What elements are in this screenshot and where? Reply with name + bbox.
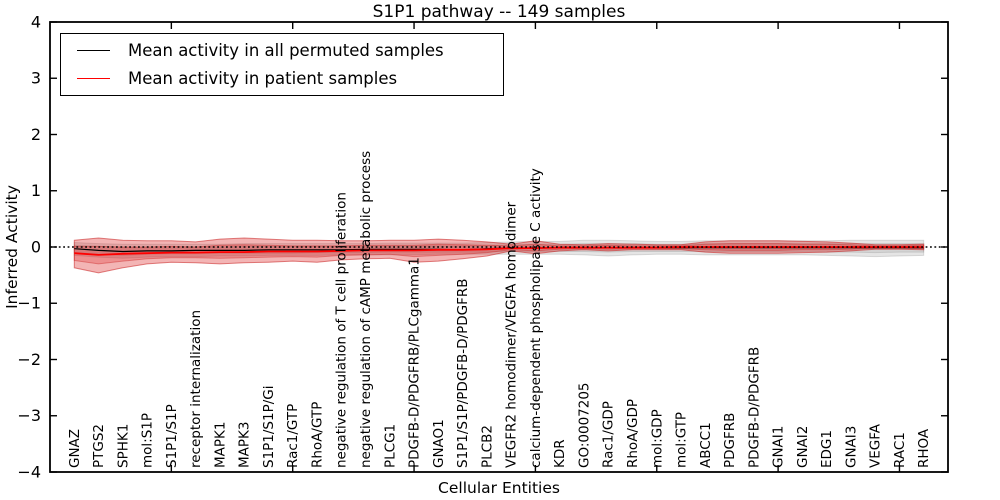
y-tick-label: −2 (17, 350, 41, 369)
category-label: GO:0007205 (576, 382, 592, 468)
category-label: calcium-dependent phospholipase C activi… (528, 168, 544, 468)
category-label: mol:GTP (673, 412, 689, 468)
category-label: Rac1/GTP (285, 404, 301, 468)
category-label: negative regulation of cAMP metabolic pr… (358, 151, 374, 468)
chart-title: S1P1 pathway -- 149 samples (372, 2, 626, 22)
category-label: negative regulation of T cell proliferat… (334, 192, 350, 468)
legend: Mean activity in all permuted samples Me… (60, 33, 504, 96)
category-label: mol:GDP (649, 409, 665, 468)
category-label: RhoA/GTP (309, 402, 325, 468)
legend-item-patient: Mean activity in patient samples (61, 65, 503, 91)
y-tick-label: −3 (17, 406, 41, 425)
category-label: S1P1/S1P (164, 404, 180, 468)
category-label: receptor internalization (188, 310, 204, 468)
category-label: PDGFB-D/PDGFRB (746, 347, 762, 468)
category-label: Rac1/GDP (601, 401, 617, 468)
category-label: MAPK1 (212, 422, 228, 468)
category-label: RHOA (916, 428, 932, 468)
category-label: PTGS2 (91, 424, 107, 468)
legend-label-permuted: Mean activity in all permuted samples (128, 41, 444, 61)
category-label: S1P1/S1P/PDGFB-D/PDGFRB (455, 278, 471, 468)
y-tick-label: 2 (31, 125, 41, 144)
category-label: mol:S1P (140, 413, 156, 468)
category-label: GNAI2 (795, 426, 811, 468)
category-label: PDGFB-D/PDGFRB/PLCgamma1 (407, 257, 423, 468)
category-label: VEGFR2 homodimer/VEGFA homodimer (504, 201, 520, 468)
category-label: EDG1 (819, 430, 835, 468)
category-label: S1P1/S1P/Gi (261, 386, 277, 469)
x-axis-label: Cellular Entities (438, 479, 560, 497)
category-label: RhoA/GDP (625, 399, 641, 468)
y-tick-label: 0 (31, 237, 41, 256)
category-label: GNAO1 (431, 419, 447, 468)
legend-item-permuted: Mean activity in all permuted samples (61, 38, 503, 64)
category-label: SPHK1 (115, 424, 131, 468)
category-label: PDGFRB (722, 413, 738, 468)
category-label: ABCC1 (698, 422, 714, 468)
patient-line-swatch-icon (77, 77, 110, 79)
y-axis-label: Inferred Activity (3, 185, 21, 309)
category-label: GNAZ (67, 429, 83, 468)
patient-inner-band (73, 243, 925, 265)
y-tick-label: 1 (31, 181, 41, 200)
category-label: MAPK3 (237, 422, 253, 468)
category-label: VEGFA (868, 423, 884, 468)
category-label: RAC1 (892, 432, 908, 468)
y-tick-label: 3 (31, 69, 41, 88)
y-tick-label: −1 (17, 294, 41, 313)
legend-label-patient: Mean activity in patient samples (128, 68, 398, 88)
category-label: PLCB2 (479, 425, 495, 468)
y-tick-label: −4 (17, 462, 41, 481)
category-label: GNAI3 (843, 426, 859, 468)
category-label: PLCG1 (382, 424, 398, 468)
category-label: KDR (552, 439, 568, 468)
y-tick-label: 4 (31, 12, 41, 31)
category-label: GNAI1 (771, 426, 787, 468)
permuted-line-swatch-icon (77, 50, 110, 52)
